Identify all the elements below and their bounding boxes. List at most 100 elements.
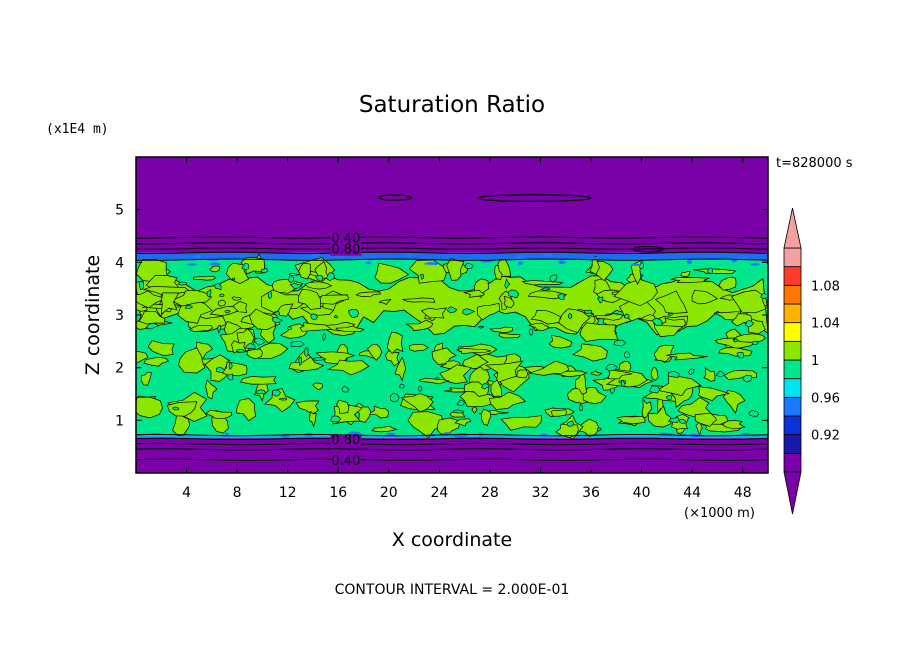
x-tick-label: 12	[279, 485, 297, 501]
contour-line	[136, 251, 768, 255]
contour-hole	[742, 374, 753, 383]
contour-line	[136, 258, 768, 261]
contour-patch	[335, 325, 365, 332]
contour-patch	[400, 393, 434, 413]
contour-speckle	[193, 254, 202, 259]
contour-patch	[476, 302, 501, 321]
y-tick-label: 2	[115, 361, 124, 377]
colorbar-swatch	[783, 247, 802, 268]
contour-patch	[488, 391, 527, 410]
contour-hole	[539, 287, 551, 291]
contour-patch	[278, 303, 294, 317]
contour-hole	[679, 418, 686, 424]
contour-patch	[249, 308, 276, 330]
chart-title: Saturation Ratio	[359, 92, 545, 118]
contour-patch	[239, 376, 277, 385]
contour-patch	[658, 317, 686, 328]
contour-patch	[490, 379, 503, 397]
contour-patch	[326, 359, 370, 376]
contour-speckle	[686, 259, 693, 265]
contour-hole	[325, 272, 335, 281]
contour-speckle	[423, 262, 439, 265]
contour-hole	[312, 357, 327, 361]
contour-patch	[298, 262, 311, 280]
contour-patch	[446, 257, 465, 281]
contour-patch	[516, 369, 529, 379]
y-tick-label: 4	[115, 255, 124, 271]
contour-patch	[205, 379, 218, 400]
contour-hole	[310, 313, 318, 320]
contour-patch	[178, 347, 206, 374]
contour-hole	[348, 308, 360, 319]
contour-hole	[314, 275, 323, 281]
contour-patch	[615, 415, 646, 425]
colorbar-swatch	[783, 359, 802, 380]
contour-hole	[219, 293, 225, 297]
colorbar-swatch	[783, 396, 802, 417]
contour-hole	[288, 274, 295, 283]
contour-hole	[224, 310, 231, 314]
contour-patch	[641, 398, 652, 419]
contour-patch	[530, 310, 561, 325]
contour-hole	[620, 380, 625, 387]
contour-patch	[550, 409, 568, 417]
contour-hole	[227, 373, 234, 381]
contour-patch	[263, 388, 296, 413]
colorbar-swatch	[783, 452, 802, 473]
contour-hole	[651, 317, 663, 327]
x-tick-label: 40	[633, 485, 651, 501]
colorbar-swatch	[783, 434, 802, 454]
contour-hole	[214, 283, 222, 291]
contour-speckle	[208, 262, 222, 266]
contour-speckle	[761, 258, 768, 263]
contour-patch	[367, 343, 383, 361]
contour-hole	[583, 309, 593, 314]
x-tick-label: 24	[430, 485, 448, 501]
contour-patch	[590, 370, 603, 376]
contour-patch	[374, 262, 410, 284]
contour-patch	[575, 370, 587, 395]
contour-patch	[297, 288, 322, 310]
contour-hole	[399, 383, 405, 389]
contour-patch	[653, 344, 675, 362]
colorbar-label: 1.04	[811, 317, 840, 332]
contour-patch	[246, 348, 263, 360]
contour-line	[136, 442, 768, 446]
contour-hole	[596, 427, 602, 432]
contour-hole	[760, 293, 768, 299]
contour-patch	[240, 257, 265, 275]
contour-hole	[688, 368, 695, 375]
contour-labels: 0.400.800.800.40	[330, 232, 362, 469]
contour-hole	[568, 312, 573, 319]
contour-line	[136, 437, 768, 440]
x-tick-label: 16	[329, 485, 347, 501]
contour-label-bg	[330, 434, 362, 446]
contour-layer-1	[136, 252, 768, 260]
colorbar-under-triangle	[783, 471, 802, 515]
contour-hole	[736, 351, 745, 359]
contour-patch	[694, 412, 717, 427]
contour-patch	[336, 399, 350, 414]
colorbar-swatch	[783, 378, 802, 398]
contour-hole	[597, 296, 604, 304]
contour-patch	[172, 412, 191, 436]
contour-patch	[436, 417, 461, 435]
contour-patch	[171, 289, 213, 307]
contour-patch	[731, 289, 767, 314]
contour-patch	[595, 313, 623, 321]
contour-hole	[241, 263, 250, 270]
contour-hole	[667, 417, 680, 423]
contour-hole	[286, 326, 292, 330]
contour-patch	[355, 291, 382, 297]
y-axis-unit: (x1E4 m)	[46, 122, 109, 137]
contour-hole	[707, 267, 714, 275]
contour-patch	[304, 281, 333, 290]
contour-patch	[494, 265, 503, 281]
contour-hole	[609, 387, 616, 395]
x-axis-ticks: 4 8 12 16 20 24 28 32 36 40 44 48	[182, 157, 752, 501]
contour-patch	[500, 415, 542, 431]
contour-patch	[418, 378, 450, 385]
y-tick-label: 3	[115, 308, 124, 324]
contour-patch	[192, 275, 216, 281]
